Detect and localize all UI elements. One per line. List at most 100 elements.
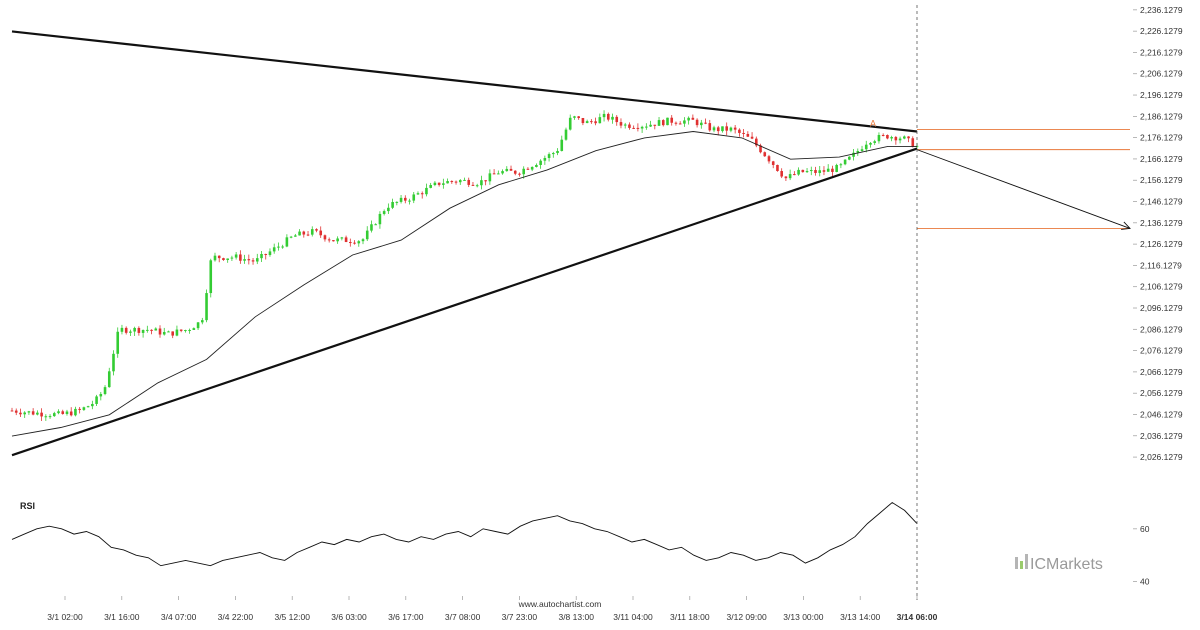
time-tick-label: 3/4 22:00 — [218, 612, 254, 622]
time-tick-label: 3/13 14:00 — [840, 612, 880, 622]
candle-body — [222, 258, 225, 261]
candle-body — [822, 170, 826, 172]
projection-arrow-head — [1121, 221, 1131, 230]
candle-body — [285, 237, 289, 247]
candle-body — [480, 180, 483, 186]
price-tick-label: 2,176.1279 — [1140, 133, 1183, 143]
candle-body — [733, 127, 737, 130]
candle-body — [133, 327, 136, 332]
candle-body — [433, 182, 437, 186]
projection-arrow-line — [916, 149, 1131, 229]
candle-body — [754, 138, 758, 146]
candle-body — [349, 242, 352, 244]
candle-body — [403, 197, 407, 201]
price-tick-label: 2,026.1279 — [1140, 452, 1183, 462]
candle-body — [387, 207, 390, 212]
candle-body — [640, 126, 644, 129]
candle-body — [395, 201, 399, 203]
candle-body — [107, 371, 111, 388]
candle-body — [759, 145, 762, 153]
candle-body — [674, 122, 678, 124]
candle-body — [543, 158, 547, 161]
candle-body — [738, 129, 741, 133]
candle-body — [661, 120, 665, 126]
price-tick-label: 2,146.1279 — [1140, 197, 1183, 207]
candle-body — [767, 156, 771, 162]
candle-body — [277, 246, 280, 248]
candle-body — [615, 116, 619, 123]
price-tick-label: 2,046.1279 — [1140, 409, 1183, 419]
candle-body — [894, 137, 898, 141]
candle-body — [146, 329, 149, 331]
price-tick-label: 2,226.1279 — [1140, 26, 1183, 36]
candle-body — [716, 127, 720, 132]
time-tick-label: 3/5 12:00 — [274, 612, 310, 622]
candle-body — [86, 406, 90, 408]
candle-body — [336, 238, 339, 242]
candle-body — [606, 113, 610, 120]
candle-body — [539, 160, 542, 165]
candle-body — [391, 201, 394, 208]
candle-body — [776, 164, 779, 172]
candle-body — [903, 136, 906, 139]
candle-body — [171, 331, 175, 336]
price-tick-label: 2,066.1279 — [1140, 367, 1183, 377]
candle-body — [771, 161, 775, 165]
candle-body — [877, 134, 881, 142]
candle-body — [179, 329, 183, 331]
price-tick-label: 2,126.1279 — [1140, 239, 1183, 249]
candle-body — [636, 127, 640, 129]
time-tick-label: 3/6 17:00 — [388, 612, 424, 622]
candle-body — [226, 258, 229, 261]
candle-body — [695, 119, 699, 126]
candle-body — [712, 127, 716, 131]
rsi-label: RSI — [20, 501, 35, 511]
candle-body — [860, 149, 864, 152]
candle-body — [327, 239, 331, 241]
candle-body — [201, 320, 204, 323]
candle-body — [69, 411, 73, 416]
candle-body — [645, 126, 648, 128]
candle-body — [61, 411, 65, 414]
candle-body — [374, 224, 377, 226]
candle-body — [598, 117, 602, 124]
price-tick-label: 2,056.1279 — [1140, 388, 1183, 398]
candle-body — [162, 331, 166, 335]
candle-body — [746, 133, 750, 137]
candle-body — [513, 170, 517, 174]
price-levels: A — [870, 118, 1131, 230]
candle-body — [564, 129, 568, 140]
candle-body — [780, 171, 783, 177]
candle-body — [175, 329, 179, 336]
candle-body — [869, 142, 872, 145]
candle-body — [234, 254, 238, 258]
candle-body — [353, 242, 356, 244]
candle-body — [188, 329, 191, 331]
candle-body — [57, 411, 60, 414]
time-tick-label: 3/1 02:00 — [47, 612, 83, 622]
candle-body — [27, 411, 31, 413]
candle-body — [306, 234, 310, 236]
price-tick-label: 2,186.1279 — [1140, 111, 1183, 121]
candle-body — [683, 120, 686, 124]
candle-body — [192, 328, 196, 330]
candle-body — [137, 327, 141, 333]
time-tick-label: 3/13 00:00 — [783, 612, 823, 622]
candle-body — [560, 139, 564, 151]
time-tick-label: 3/14 06:00 — [897, 612, 938, 622]
candle-body — [856, 151, 860, 153]
candle-body — [450, 181, 454, 183]
time-tick-label: 3/4 07:00 — [161, 612, 197, 622]
candle-body — [213, 255, 217, 261]
candle-body — [120, 327, 124, 332]
triangle-pattern — [11, 30, 918, 457]
candle-body — [522, 168, 526, 175]
candle-body — [357, 241, 361, 244]
time-tick-label: 3/11 04:00 — [613, 612, 653, 622]
candle-body — [784, 176, 788, 179]
candle-body — [429, 185, 432, 188]
candle-body — [340, 237, 344, 239]
candle-body — [835, 164, 838, 172]
candle-body — [323, 235, 327, 240]
